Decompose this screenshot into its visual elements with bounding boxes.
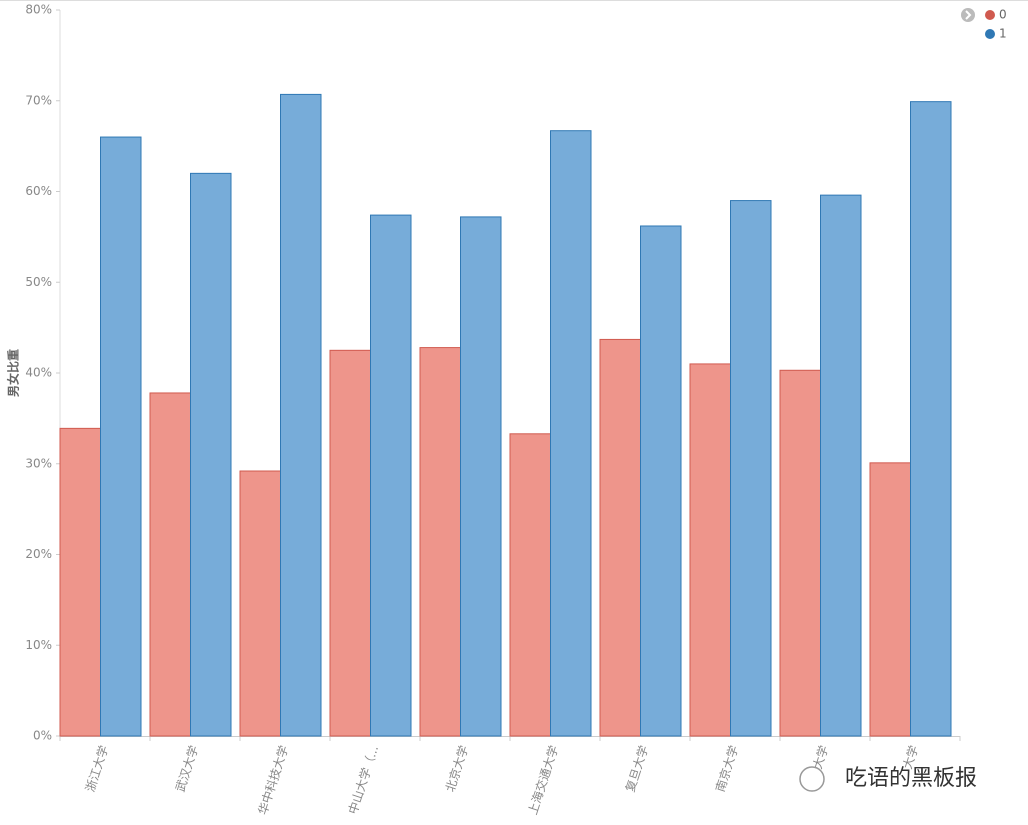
x-tick-label: 上海交通大学: [525, 743, 562, 816]
x-tick-label: 大学: [809, 743, 831, 770]
x-tick-label: 中山大学（...: [345, 743, 381, 816]
bar: [280, 93, 322, 737]
x-tick-label: 南京大学: [712, 743, 741, 793]
bar: [509, 433, 551, 737]
legend-marker[interactable]: [985, 29, 995, 39]
y-tick-label: 70%: [25, 93, 52, 107]
y-tick-label: 20%: [25, 547, 52, 561]
bar: [100, 136, 142, 737]
x-tick-label: 武汉大学: [172, 743, 201, 793]
bar: [190, 172, 232, 737]
watermark: 吃语的黑板报: [845, 766, 977, 791]
legend-marker[interactable]: [985, 10, 995, 20]
bar: [640, 225, 682, 737]
y-tick-label: 40%: [25, 366, 52, 380]
bar: [59, 427, 101, 737]
bar: [550, 130, 592, 737]
y-tick-label: 50%: [25, 275, 52, 289]
bar: [460, 216, 502, 737]
bar: [149, 392, 191, 737]
x-tick-label: 浙江大学: [82, 743, 111, 793]
bar: [910, 101, 952, 737]
bar: [419, 347, 461, 737]
x-tick-label: 大学: [899, 743, 921, 770]
y-tick-label: 80%: [25, 3, 52, 17]
bar: [329, 349, 371, 737]
legend-label[interactable]: 0: [999, 8, 1007, 22]
bar: [599, 338, 641, 737]
bar: [239, 470, 281, 737]
x-tick-label: 北京大学: [442, 743, 471, 793]
bar: [820, 194, 862, 737]
bar: [779, 369, 821, 737]
watermark-icon: [799, 766, 825, 792]
bar: [370, 214, 412, 737]
y-tick-label: 60%: [25, 184, 52, 198]
y-tick-label: 10%: [25, 638, 52, 652]
bar: [689, 363, 731, 737]
legend-toggle[interactable]: [961, 8, 975, 22]
legend-label[interactable]: 1: [999, 27, 1007, 41]
legend-toggle-icon: [965, 10, 972, 20]
y-tick-label: 0%: [33, 729, 52, 743]
x-tick-label: 华中科技大学: [255, 743, 292, 816]
bar: [730, 200, 772, 737]
x-tick-label: 复旦大学: [622, 743, 651, 793]
y-axis-title: 男女比重: [6, 349, 21, 397]
y-tick-label: 30%: [25, 456, 52, 470]
bar: [869, 462, 911, 737]
